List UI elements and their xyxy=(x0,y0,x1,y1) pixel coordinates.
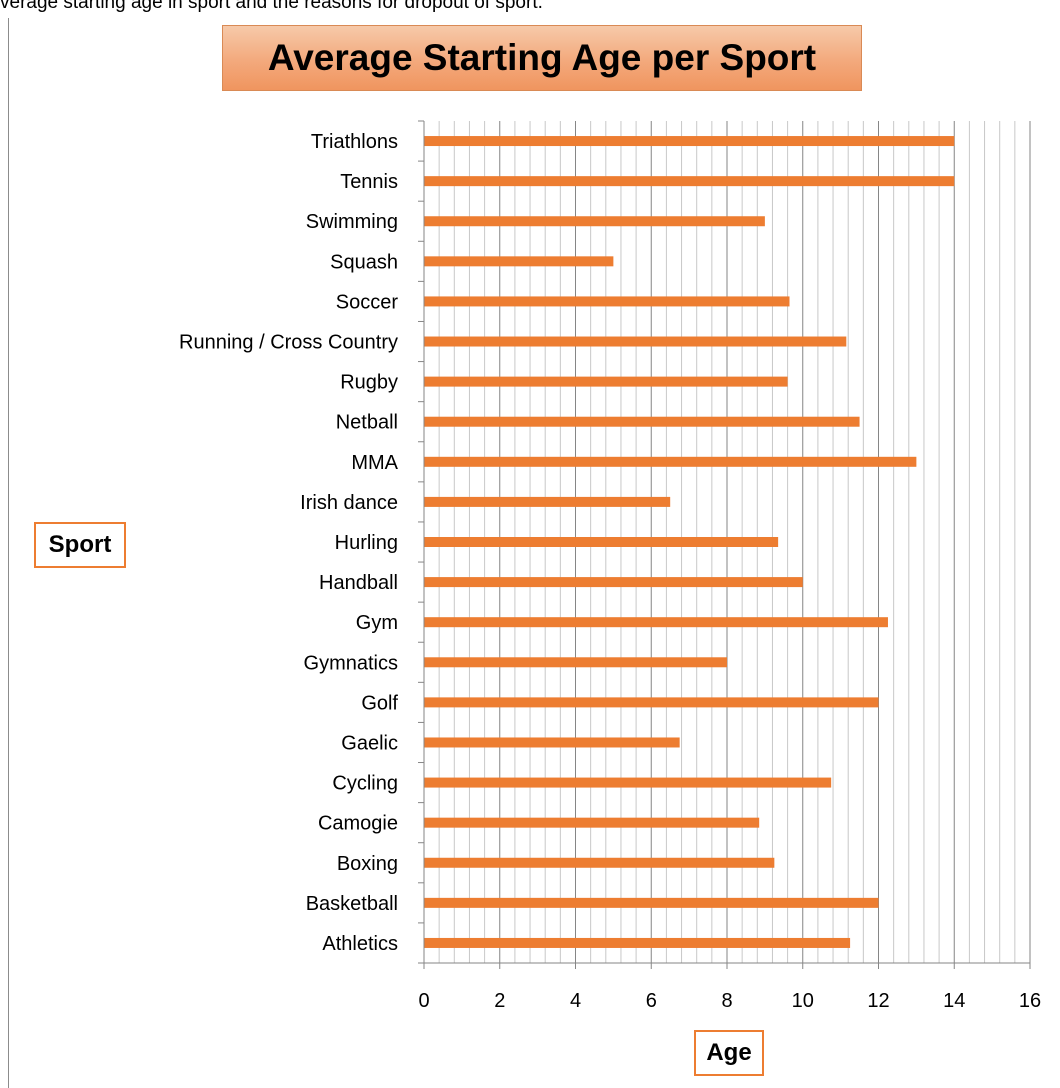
category-label: Athletics xyxy=(322,933,398,955)
bar-swimming xyxy=(424,216,765,227)
tick-labels: 0 2 4 6 8 10 12 14 16 xyxy=(418,990,1041,1012)
bar-cycling xyxy=(424,777,832,788)
category-label: Cycling xyxy=(332,773,398,795)
x-tick-label: 6 xyxy=(646,990,657,1012)
category-label: Swimming xyxy=(306,211,398,233)
bar-irish-dance xyxy=(424,496,671,507)
bar-gymnatics xyxy=(424,657,727,668)
category-label: Basketball xyxy=(306,893,398,915)
bar-boxing xyxy=(424,857,775,868)
category-label: Squash xyxy=(330,251,398,273)
chart-title: Average Starting Age per Sport xyxy=(222,25,862,91)
bars xyxy=(424,136,955,948)
y-axis-title: Sport xyxy=(34,522,126,568)
category-label: Boxing xyxy=(337,853,398,875)
left-margin-rule xyxy=(8,18,9,1088)
bar-rugby xyxy=(424,376,788,387)
x-tick-label: 16 xyxy=(1019,990,1041,1012)
category-label: Triathlons xyxy=(311,131,398,153)
category-label: Irish dance xyxy=(300,492,398,514)
category-label: Tennis xyxy=(340,171,398,193)
bar-basketball xyxy=(424,897,879,908)
category-label: Gym xyxy=(356,612,398,634)
bar-soccer xyxy=(424,296,790,307)
bar-mma xyxy=(424,456,917,467)
category-label: MMA xyxy=(351,452,398,474)
bar-golf xyxy=(424,697,879,708)
category-label: Camogie xyxy=(318,813,398,835)
category-label: Soccer xyxy=(336,291,399,313)
category-label: Running / Cross Country xyxy=(179,332,398,354)
bar-gym xyxy=(424,617,888,628)
category-labels: Athletics Basketball Boxing Camogie Cycling G… xyxy=(179,131,399,955)
category-label: Hurling xyxy=(335,532,398,554)
category-label: Gymnatics xyxy=(304,652,398,674)
category-label: Netball xyxy=(336,412,398,434)
x-tick-label: 8 xyxy=(721,990,732,1012)
x-tick-label: 4 xyxy=(570,990,581,1012)
x-axis-title: Age xyxy=(694,1030,764,1076)
page-caption: verage starting age in sport and the rea… xyxy=(0,0,543,13)
bar-camogie xyxy=(424,817,760,828)
category-label: Golf xyxy=(361,692,398,714)
bar-tennis xyxy=(424,176,955,187)
category-label: Rugby xyxy=(340,372,398,394)
axes xyxy=(418,120,1031,969)
bar-netball xyxy=(424,416,860,427)
x-tick-label: 10 xyxy=(792,990,814,1012)
x-tick-label: 14 xyxy=(943,990,965,1012)
bar-athletics xyxy=(424,937,851,948)
category-label: Handball xyxy=(319,572,398,594)
bar-hurling xyxy=(424,537,779,547)
x-tick-label: 0 xyxy=(418,990,429,1012)
bar-gaelic xyxy=(424,737,680,748)
bar-running-cross-country xyxy=(424,336,847,347)
x-tick-label: 12 xyxy=(867,990,889,1012)
x-tick-label: 2 xyxy=(494,990,505,1012)
bar-squash xyxy=(424,256,614,267)
category-label: Gaelic xyxy=(341,732,398,754)
bar-handball xyxy=(424,577,803,588)
bar-triathlons xyxy=(424,136,955,147)
